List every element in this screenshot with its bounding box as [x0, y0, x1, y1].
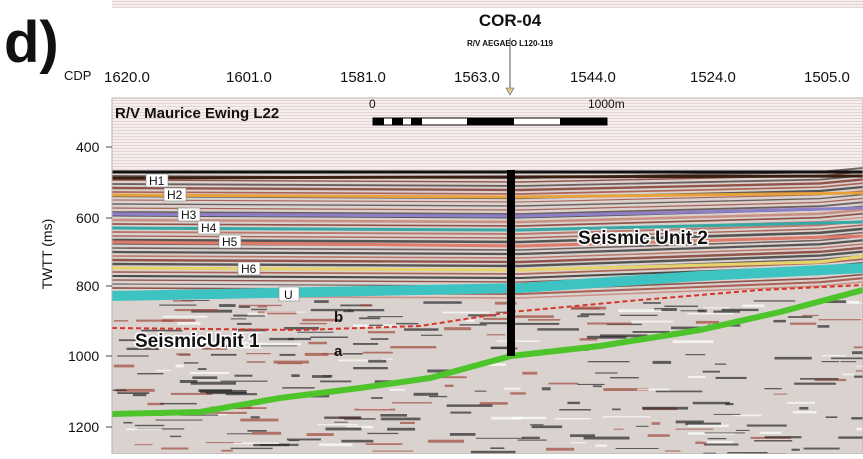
reflector-line-a [112, 287, 863, 417]
cdp-axis-label: CDP [64, 68, 91, 83]
scale-segment [467, 118, 514, 125]
horizon-label-u: U [284, 288, 293, 302]
profile-title: R/V Maurice Ewing L22 [115, 105, 279, 122]
reflector-label-a: a [334, 343, 343, 360]
cdp-tick-labels: 1620.0 1601.0 1581.0 1563.0 1544.0 1524.… [104, 69, 850, 86]
scale-end-label: 1000m [588, 97, 625, 111]
horizon-lines [112, 174, 863, 417]
horizon-label-h1: H1 [149, 174, 165, 188]
unit-label-2: Seismic Unit 2 [578, 228, 708, 249]
horizon-line-h2 [112, 191, 863, 199]
horizon-labels: H1 H2 H3 H4 H5 H6 U [145, 173, 300, 302]
y-tick-label: 1000 [68, 348, 99, 364]
horizon-label-h3: H3 [181, 208, 197, 222]
horizon-line-h4 [112, 220, 863, 232]
y-tick-label: 400 [76, 139, 100, 155]
cdp-tick: 1544.0 [570, 69, 616, 86]
cdp-tick: 1563.0 [454, 69, 500, 86]
scale-start-label: 0 [369, 97, 376, 111]
horizon-line-h1 [112, 174, 863, 180]
horizon-label-h5: H5 [222, 235, 238, 249]
scale-segment [392, 118, 403, 125]
y-axis-label: TWTT (ms) [39, 219, 55, 290]
top-strip [112, 0, 863, 8]
core-name: COR-04 [479, 11, 542, 30]
y-tick-label: 1200 [68, 419, 99, 435]
reflector-label-b: b [334, 309, 343, 326]
horizon-line-h6 [112, 254, 863, 272]
scale-segment [560, 118, 607, 125]
scale-segment [373, 118, 384, 125]
cdp-tick: 1524.0 [690, 69, 736, 86]
horizon-label-h2: H2 [167, 188, 183, 202]
scale-segment [411, 118, 422, 125]
y-axis: 400 600 800 1000 1200 TWTT (ms) [39, 139, 112, 435]
panel-label: d) [4, 10, 59, 75]
horizon-line-u [112, 263, 863, 301]
unit-label-1: SeismicUnit 1 [135, 331, 260, 352]
horizon-line-h5 [112, 234, 863, 248]
y-tick-label: 600 [76, 210, 100, 226]
water-column [112, 98, 863, 170]
horizon-label-h6: H6 [241, 262, 257, 276]
scale-bar: 0 1000m [369, 97, 625, 126]
horizon-label-h4: H4 [201, 221, 217, 235]
cdp-tick: 1505.0 [804, 69, 850, 86]
horizon-line-h3 [112, 206, 863, 218]
cdp-tick: 1601.0 [226, 69, 272, 86]
core-marker-icon [505, 87, 515, 96]
cdp-tick: 1581.0 [340, 69, 386, 86]
cdp-tick: 1620.0 [104, 69, 150, 86]
y-tick-label: 800 [76, 278, 100, 294]
